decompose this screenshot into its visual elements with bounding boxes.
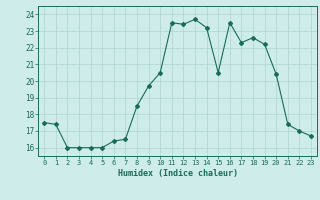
X-axis label: Humidex (Indice chaleur): Humidex (Indice chaleur)	[118, 169, 238, 178]
